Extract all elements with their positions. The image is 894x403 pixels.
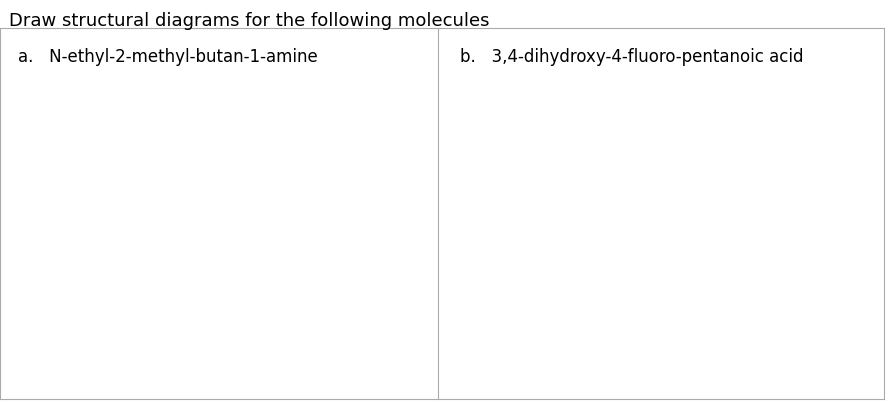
Text: Draw structural diagrams for the following molecules: Draw structural diagrams for the followi… [9,12,489,30]
Text: b.   3,4-dihydroxy-4-fluoro-pentanoic acid: b. 3,4-dihydroxy-4-fluoro-pentanoic acid [460,48,803,66]
Text: a.   N-ethyl-2-methyl-butan-1-amine: a. N-ethyl-2-methyl-butan-1-amine [18,48,317,66]
